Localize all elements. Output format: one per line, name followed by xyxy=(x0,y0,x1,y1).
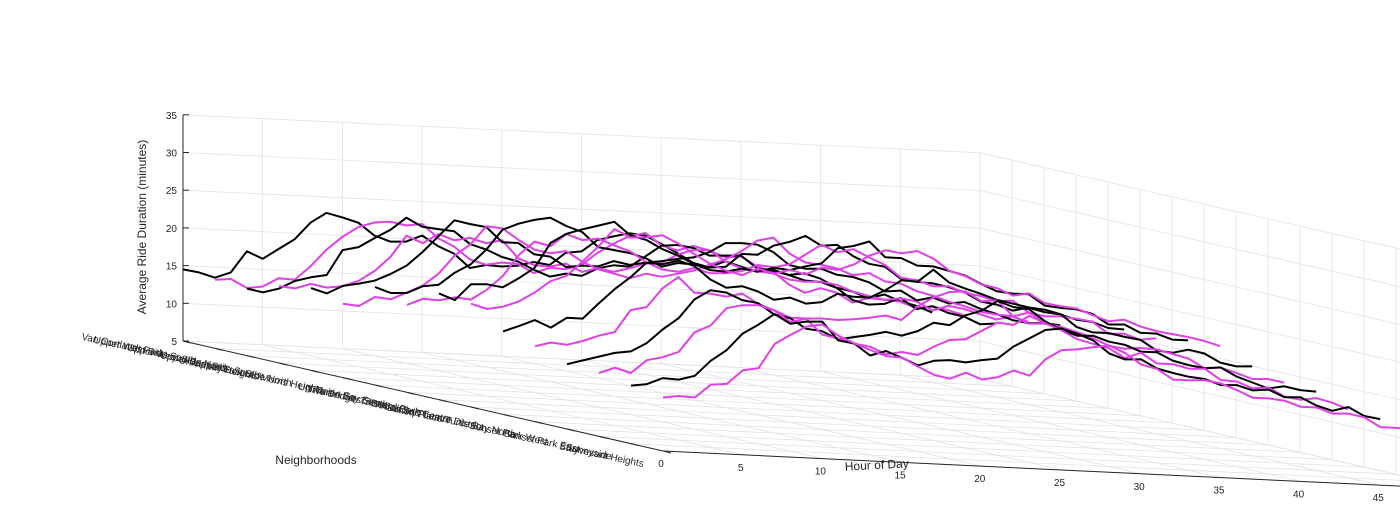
floor-grid-line xyxy=(820,371,1301,482)
x-tick-label: 5 xyxy=(738,463,744,474)
series-line xyxy=(662,323,1400,430)
floor-grid-line xyxy=(630,443,1400,481)
y-tick-mark xyxy=(342,377,352,381)
y-axis-label: Neighborhoods xyxy=(275,453,356,467)
z-tick-label: 25 xyxy=(166,186,178,197)
floor-grid-line xyxy=(740,367,1221,478)
y-tick-mark xyxy=(182,340,192,344)
wall-grid-line xyxy=(979,378,1400,476)
tick-labels: 510152025303505101520253035404550Van Cor… xyxy=(80,111,1385,504)
wall-grid-line xyxy=(979,190,1400,288)
series-line xyxy=(566,289,1317,393)
z-tick-label: 30 xyxy=(166,149,178,160)
y-tick-mark xyxy=(598,435,608,439)
y-tick-mark xyxy=(310,369,320,373)
x-tick-label: 10 xyxy=(815,467,827,478)
series-line xyxy=(534,276,1285,384)
y-tick-mark xyxy=(374,384,384,388)
y-tick-mark xyxy=(534,421,544,425)
wall-grid-line xyxy=(979,152,1400,250)
x-tick-label: 25 xyxy=(1054,478,1066,489)
x-tick-label: 15 xyxy=(895,470,907,481)
series-line xyxy=(438,220,1189,342)
wall-grid-line xyxy=(979,303,1400,401)
series-line xyxy=(374,216,1125,331)
wall-grid-line xyxy=(979,340,1400,438)
x-axis-label: Hour of Day xyxy=(844,456,909,473)
y-tick-mark xyxy=(246,355,256,359)
y-tick-mark xyxy=(470,406,480,410)
y-tick-mark xyxy=(214,347,224,351)
z-tick-label: 20 xyxy=(166,224,178,235)
series-line xyxy=(214,220,965,317)
floor-grid-line xyxy=(900,374,1381,486)
grid-lines xyxy=(182,114,1400,487)
y-tick-mark xyxy=(662,450,672,454)
wall-grid-line xyxy=(979,265,1400,363)
x-tick-label: 35 xyxy=(1213,486,1225,497)
z-tick-label: 10 xyxy=(166,299,178,310)
series-line xyxy=(310,219,1061,327)
x-tick-label: 0 xyxy=(658,459,664,470)
wall-grid-line xyxy=(979,227,1400,325)
x-axis-line xyxy=(662,450,1400,487)
y-tick-mark xyxy=(278,362,288,366)
z-tick-label: 5 xyxy=(171,337,177,348)
y-tick-mark xyxy=(630,443,640,447)
x-tick-label: 40 xyxy=(1293,489,1305,500)
floor-grid-line xyxy=(342,348,823,459)
x-tick-label: 45 xyxy=(1373,493,1385,504)
y-tick-mark xyxy=(502,413,512,417)
series-line xyxy=(246,216,997,326)
series-lines xyxy=(182,211,1400,430)
y-tick-mark xyxy=(566,428,576,432)
x-tick-label: 20 xyxy=(974,474,986,485)
z-tick-label: 35 xyxy=(166,111,178,122)
floor-grid-line xyxy=(581,359,1062,471)
z-tick-label: 15 xyxy=(166,262,178,273)
z-axis-label: Average Ride Duration (minutes) xyxy=(135,140,149,315)
series-line xyxy=(630,313,1381,421)
y-axis-line xyxy=(182,340,664,452)
floor-grid-line xyxy=(422,352,903,463)
y-tick-mark xyxy=(406,391,416,395)
y-tick-mark xyxy=(438,399,448,403)
series-line xyxy=(470,228,1221,348)
series-line xyxy=(342,225,1093,339)
series-line xyxy=(502,259,1253,368)
series-line xyxy=(598,304,1349,411)
floor-grid-line xyxy=(501,355,982,467)
y-tick-label: Stuyvesant Heights xyxy=(558,441,645,470)
floor-grid-line xyxy=(661,363,1142,475)
x-tick-label: 30 xyxy=(1134,482,1146,493)
floor-grid-line xyxy=(262,344,743,456)
